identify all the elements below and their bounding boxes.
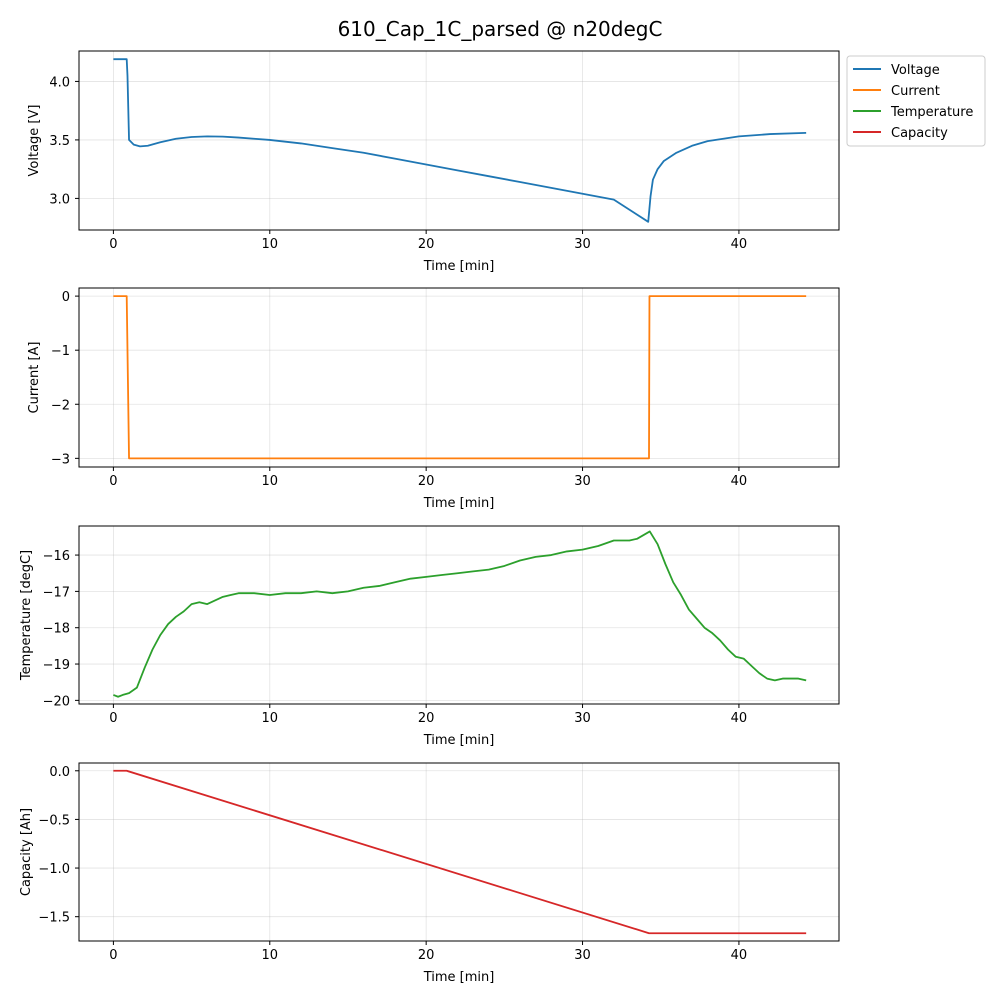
series-line-capacity (113, 769, 807, 935)
x-axis-label: Time [min] (423, 970, 495, 985)
y-tick-label: −19 (43, 658, 70, 673)
x-tick-label: 20 (418, 711, 435, 726)
y-axis-label: Voltage [V] (27, 105, 42, 177)
legend: Voltage Current Temperature Capacity (846, 55, 986, 147)
y-tick-label: −20 (43, 694, 70, 709)
figure-title: 610_Cap_1C_parsed @ n20degC (338, 17, 663, 41)
x-tick-label: 20 (418, 948, 435, 963)
legend-frame (846, 55, 986, 147)
x-tick-label: 10 (262, 474, 279, 489)
x-tick-label: 30 (574, 237, 591, 252)
y-tick-label: −2 (51, 398, 70, 413)
axes-frame (78, 525, 840, 705)
y-tick-label: −1.5 (38, 911, 70, 926)
legend-label-current: Current (891, 84, 940, 99)
y-axis-label: Current [A] (27, 342, 42, 414)
y-tick-label: −18 (43, 622, 70, 637)
x-tick-label: 30 (574, 948, 591, 963)
x-tick-label: 10 (262, 948, 279, 963)
y-tick-label: 4.0 (49, 75, 70, 90)
y-tick-label: 3.5 (49, 134, 70, 149)
x-tick-label: 0 (109, 237, 117, 252)
axes-frame (78, 50, 840, 231)
subplot-temperature: 0 10 20 30 40 −20 −19 −18 −17 −16 Time [min] Temper… (19, 525, 840, 748)
axes-frame (78, 762, 840, 942)
x-tick-label: 20 (418, 474, 435, 489)
x-tick-label: 0 (109, 711, 117, 726)
x-tick-label: 40 (731, 948, 748, 963)
x-tick-label: 30 (574, 474, 591, 489)
series-line-current (113, 295, 807, 460)
y-tick-label: −1 (51, 344, 70, 359)
x-tick-label: 20 (418, 237, 435, 252)
y-tick-label: −3 (51, 452, 70, 467)
y-axis-label: Capacity [Ah] (19, 808, 34, 896)
x-tick-label: 0 (109, 948, 117, 963)
series-line-voltage (113, 58, 807, 223)
subplot-capacity: 0 10 20 30 40 0.0 −0.5 −1.0 −1.5 Time [min] Capaci… (19, 762, 840, 985)
series-line-temperature (113, 530, 807, 698)
legend-label-capacity: Capacity (891, 126, 948, 141)
y-tick-label: −1.0 (38, 862, 70, 877)
subplot-current: 0 10 20 30 40 0 −1 −2 −3 Time [min] Current [A] (27, 287, 840, 511)
legend-label-voltage: Voltage (891, 63, 940, 78)
x-axis-label: Time [min] (423, 496, 495, 511)
y-tick-label: 0.0 (49, 765, 70, 780)
y-tick-label: −0.5 (38, 813, 70, 828)
x-tick-label: 40 (731, 711, 748, 726)
y-tick-label: −17 (43, 585, 70, 600)
subplot-voltage: 0 10 20 30 40 3.0 3.5 4.0 Time [min] Voltage [V] (27, 50, 840, 274)
legend-label-temperature: Temperature (890, 105, 973, 120)
x-tick-label: 30 (574, 711, 591, 726)
x-axis-label: Time [min] (423, 259, 495, 274)
y-axis-label: Temperature [degC] (19, 550, 34, 681)
y-tick-label: 3.0 (49, 192, 70, 207)
x-tick-label: 40 (731, 474, 748, 489)
x-axis-label: Time [min] (423, 733, 495, 748)
x-tick-label: 10 (262, 711, 279, 726)
x-tick-label: 0 (109, 474, 117, 489)
axes-frame (78, 287, 840, 468)
x-tick-label: 10 (262, 237, 279, 252)
y-tick-label: −16 (43, 549, 70, 564)
x-tick-label: 40 (731, 237, 748, 252)
y-tick-label: 0 (62, 290, 70, 305)
